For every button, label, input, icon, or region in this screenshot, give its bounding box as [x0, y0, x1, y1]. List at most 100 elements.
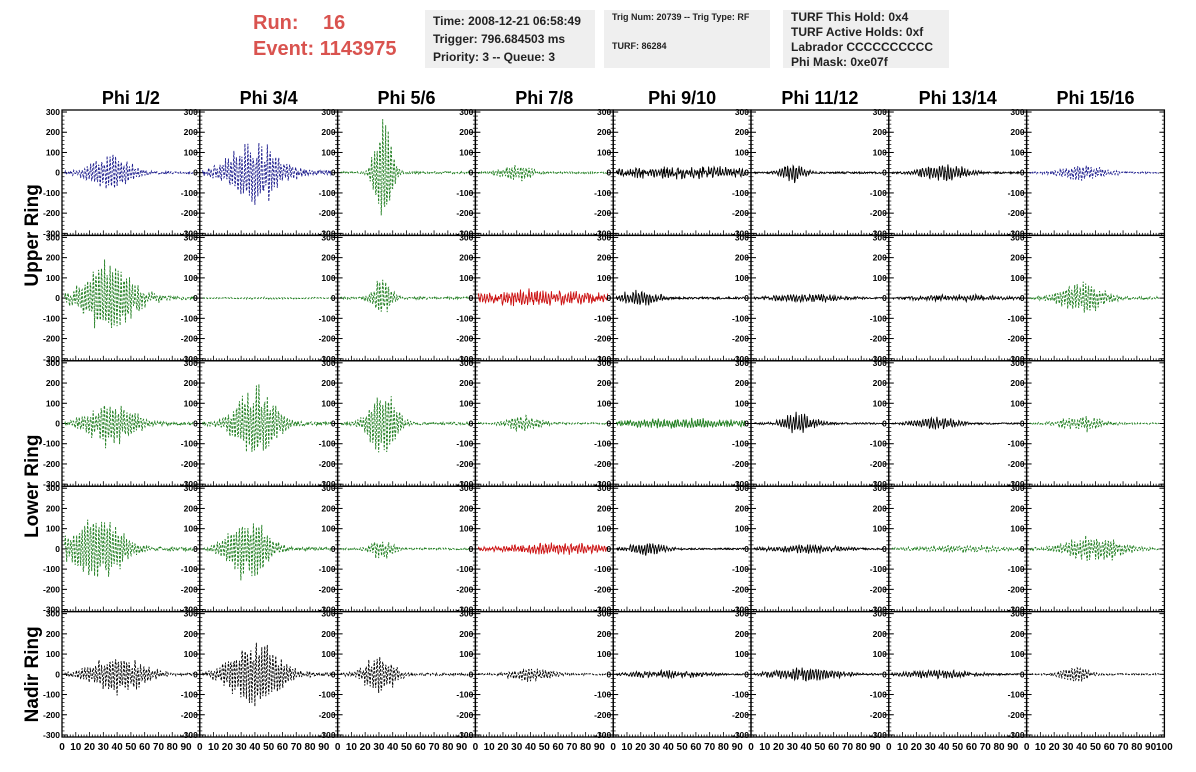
waveform-trace [478, 165, 609, 182]
y-tick-label: 200 [597, 127, 611, 137]
y-tick-label: -300 [181, 354, 198, 364]
y-tick-label: 200 [46, 127, 60, 137]
y-tick-label: -300 [181, 730, 198, 740]
panel: -300 -200 -100 0 100 200 300 [181, 232, 339, 364]
y-tick-label: 100 [46, 273, 60, 283]
y-tick-label: -300 [732, 354, 749, 364]
y-tick-label: 200 [459, 503, 473, 513]
y-tick-label: 0 [882, 419, 887, 429]
y-tick-label: 0 [331, 419, 336, 429]
y-tick-label: 300 [873, 483, 887, 493]
y-tick-label: -100 [1008, 188, 1025, 198]
y-tick-label: -300 [319, 228, 336, 238]
y-tick-label: -100 [870, 564, 887, 574]
panel: -300 -200 -100 0 100 200 300 [1008, 358, 1166, 489]
y-tick-label: 300 [873, 107, 887, 117]
waveform-trace [891, 292, 1022, 304]
y-tick-label: 0 [193, 293, 198, 303]
y-tick-label: -200 [732, 459, 749, 469]
waveform-trace [477, 414, 608, 433]
y-tick-label: 0 [1020, 544, 1025, 554]
y-tick-label: 100 [46, 398, 60, 408]
y-tick-label: 100 [184, 524, 198, 534]
y-tick-label: 100 [597, 649, 611, 659]
y-tick-label: -100 [319, 188, 336, 198]
waveform-trace [202, 523, 333, 581]
y-tick-label: -300 [43, 228, 60, 238]
y-tick-label: 200 [46, 629, 60, 639]
y-tick-label: 0 [744, 544, 749, 554]
y-tick-label: 200 [459, 378, 473, 388]
y-tick-label: 200 [735, 253, 749, 263]
y-tick-label: -200 [1008, 459, 1025, 469]
y-tick-label: 200 [735, 127, 749, 137]
y-tick-label: 200 [459, 127, 473, 137]
y-tick-label: -200 [1008, 584, 1025, 594]
y-tick-label: -100 [43, 564, 60, 574]
y-tick-label: 300 [735, 483, 749, 493]
waveform-trace [477, 668, 609, 682]
panel: -300 -200 -100 0 100 200 300 [870, 232, 1028, 364]
y-tick-label: -100 [870, 313, 887, 323]
y-tick-label: -200 [732, 208, 749, 218]
y-tick-label: -300 [319, 479, 336, 489]
y-tick-label: 0 [469, 293, 474, 303]
waveform-trace [64, 519, 195, 577]
y-tick-label: -300 [1008, 479, 1025, 489]
y-tick-label: 200 [321, 253, 335, 263]
y-tick-label: -300 [43, 479, 60, 489]
y-tick-label: 300 [321, 358, 335, 368]
y-tick-label: -200 [43, 710, 60, 720]
y-tick-label: -100 [1008, 439, 1025, 449]
turf-text: TURF: 86284 [612, 41, 667, 51]
y-tick-label: 0 [744, 293, 749, 303]
y-tick-label: -300 [870, 354, 887, 364]
y-tick-label: -300 [456, 605, 473, 615]
y-tick-label: -100 [456, 564, 473, 574]
y-tick-label: -200 [594, 584, 611, 594]
y-tick-label: 0 [606, 669, 611, 679]
y-tick-label: 100 [459, 273, 473, 283]
y-tick-label: -100 [732, 313, 749, 323]
turf-info-box: TURF This Hold: 0x4 TURF Active Holds: 0… [783, 10, 949, 69]
turf-active-text: TURF Active Holds: 0xf [791, 25, 924, 39]
y-tick-label: 100 [459, 147, 473, 157]
y-tick-label: 200 [1010, 378, 1024, 388]
panel: -300 -200 -100 0 100 200 300 [43, 483, 201, 615]
panel: -300 -200 -100 0 100 200 300 [319, 232, 477, 364]
y-tick-label: 300 [597, 483, 611, 493]
y-tick-label: 0 [55, 168, 60, 178]
y-tick-label: -300 [870, 228, 887, 238]
y-tick-label: -100 [732, 439, 749, 449]
y-tick-label: 300 [735, 232, 749, 242]
y-tick-label: 100 [735, 273, 749, 283]
panel: -300 -200 -100 0 100 200 300 [456, 609, 614, 740]
y-tick-label: -100 [181, 690, 198, 700]
y-tick-label: -100 [456, 188, 473, 198]
y-tick-label: -300 [732, 479, 749, 489]
y-tick-label: -100 [181, 313, 198, 323]
row-group-label: Nadir Ring [22, 626, 43, 722]
y-tick-label: -100 [181, 439, 198, 449]
y-tick-label: 100 [1010, 273, 1024, 283]
y-tick-label: -300 [870, 479, 887, 489]
y-tick-label: 0 [606, 419, 611, 429]
y-tick-label: 300 [459, 107, 473, 117]
trig-info-box: Trig Num: 20739 -- Trig Type: RF TURF: 8… [604, 10, 770, 68]
waveform-trace [891, 164, 1022, 182]
phi-mask-text: Phi Mask: 0xe07f [791, 55, 888, 69]
y-tick-label: -300 [319, 730, 336, 740]
y-tick-label: 100 [735, 398, 749, 408]
column-header: Phi 1/2 [102, 88, 160, 108]
panel: -300 -200 -100 0 100 200 300 [456, 232, 614, 364]
y-tick-label: -100 [594, 690, 611, 700]
y-tick-label: -300 [456, 479, 473, 489]
y-tick-label: 0 [55, 544, 60, 554]
column-header: Phi 11/12 [781, 88, 858, 108]
panel: -300 -200 -100 0 100 200 300 [594, 609, 752, 740]
y-tick-label: 300 [184, 107, 198, 117]
y-tick-label: -200 [43, 208, 60, 218]
y-tick-label: -200 [870, 459, 887, 469]
y-tick-label: -100 [594, 564, 611, 574]
